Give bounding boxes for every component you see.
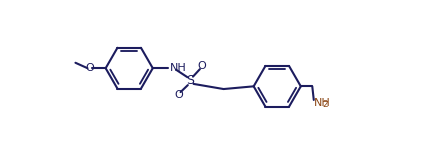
Text: NH: NH: [170, 63, 187, 73]
Text: O: O: [174, 90, 183, 100]
Text: 2: 2: [322, 100, 328, 109]
Text: O: O: [198, 61, 206, 71]
Text: S: S: [187, 74, 195, 87]
Text: O: O: [86, 63, 94, 73]
Text: NH: NH: [314, 98, 331, 108]
